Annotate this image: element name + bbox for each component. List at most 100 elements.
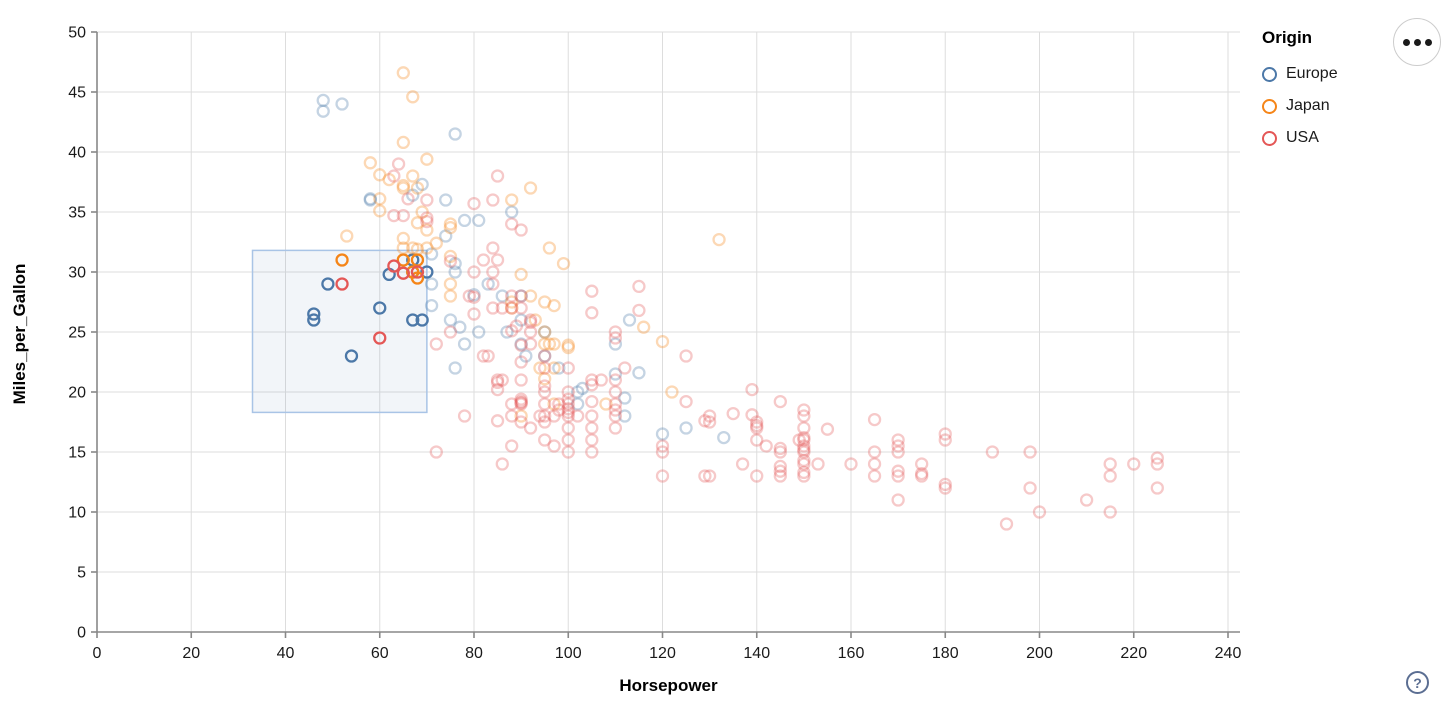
data-point-japan bbox=[410, 271, 425, 285]
data-point-europe bbox=[514, 337, 528, 351]
data-point-usa bbox=[523, 325, 538, 339]
data-point-usa bbox=[797, 469, 811, 483]
data-point-usa bbox=[773, 464, 787, 478]
data-point-europe bbox=[679, 421, 693, 435]
data-point-usa bbox=[514, 394, 528, 409]
data-point-japan bbox=[406, 241, 420, 255]
data-point-europe bbox=[363, 193, 377, 207]
data-point-japan bbox=[505, 301, 519, 315]
data-point-usa bbox=[561, 433, 575, 447]
data-point-usa bbox=[820, 422, 835, 436]
data-point-usa bbox=[538, 379, 552, 393]
data-point-usa bbox=[773, 459, 787, 474]
data-point-usa bbox=[867, 457, 882, 471]
data-point-usa bbox=[735, 457, 750, 471]
data-point-usa bbox=[561, 445, 575, 459]
data-point-usa bbox=[1023, 445, 1037, 459]
data-point-usa bbox=[867, 412, 882, 427]
data-point-usa bbox=[608, 385, 623, 399]
data-point-europe bbox=[632, 366, 646, 380]
data-point-japan bbox=[712, 232, 726, 247]
data-point-usa bbox=[509, 319, 524, 333]
data-point-usa bbox=[486, 277, 500, 291]
data-point-usa bbox=[505, 397, 519, 411]
data-point-usa bbox=[505, 409, 519, 423]
data-point-europe bbox=[571, 385, 585, 399]
data-point-usa bbox=[505, 217, 519, 231]
data-point-usa bbox=[811, 457, 825, 471]
legend-symbol-circle bbox=[1262, 130, 1277, 146]
data-point-japan bbox=[655, 334, 670, 349]
data-point-japan bbox=[538, 325, 552, 339]
brush-selection[interactable] bbox=[251, 249, 428, 414]
data-point-usa bbox=[608, 373, 623, 387]
data-point-europe bbox=[514, 289, 528, 303]
x-tick-label: 160 bbox=[838, 645, 865, 662]
data-point-japan bbox=[547, 337, 561, 351]
more-options-button[interactable] bbox=[1393, 18, 1441, 66]
data-point-usa bbox=[608, 397, 623, 411]
data-point-europe bbox=[448, 127, 462, 141]
data-point-japan bbox=[420, 152, 434, 166]
data-point-usa bbox=[514, 396, 528, 410]
data-point-usa bbox=[608, 421, 623, 435]
data-point-europe bbox=[424, 247, 439, 261]
data-point-japan bbox=[538, 295, 552, 309]
x-tick-label: 120 bbox=[649, 645, 676, 662]
data-point-europe bbox=[655, 427, 670, 441]
data-point-usa bbox=[844, 457, 858, 471]
data-point-japan bbox=[382, 172, 396, 187]
data-point-usa bbox=[585, 421, 599, 435]
y-axis-title: Miles_per_Gallon bbox=[10, 263, 29, 405]
data-point-usa bbox=[514, 338, 528, 352]
data-point-europe bbox=[457, 337, 472, 351]
data-point-japan bbox=[542, 337, 557, 351]
data-point-usa bbox=[561, 402, 575, 416]
data-point-usa bbox=[561, 392, 575, 406]
data-point-usa bbox=[467, 290, 481, 304]
help-button[interactable]: ? bbox=[1406, 671, 1429, 694]
x-tick-label: 20 bbox=[182, 645, 200, 662]
data-point-usa bbox=[420, 214, 434, 229]
data-point-europe bbox=[505, 205, 519, 219]
data-point-japan bbox=[335, 253, 349, 267]
data-point-usa bbox=[387, 208, 401, 223]
data-point-europe bbox=[608, 337, 623, 351]
legend-symbol-circle bbox=[1262, 66, 1277, 82]
data-point-europe bbox=[439, 193, 453, 207]
legend-symbol-circle bbox=[1262, 98, 1277, 114]
data-point-usa bbox=[938, 427, 952, 441]
data-point-usa bbox=[547, 439, 561, 453]
data-point-usa bbox=[396, 266, 410, 280]
data-point-usa bbox=[1023, 481, 1037, 495]
data-point-japan bbox=[373, 192, 387, 206]
data-point-usa bbox=[486, 193, 500, 207]
data-point-japan bbox=[556, 256, 571, 271]
data-point-usa bbox=[387, 169, 401, 183]
data-point-usa bbox=[505, 289, 519, 303]
data-point-usa bbox=[797, 465, 811, 480]
data-point-usa bbox=[457, 409, 472, 423]
data-point-usa bbox=[505, 301, 519, 315]
data-point-usa bbox=[608, 403, 623, 417]
x-axis-title: Horsepower bbox=[619, 676, 718, 695]
data-point-europe bbox=[575, 381, 590, 396]
data-point-japan bbox=[340, 229, 354, 243]
data-point-usa bbox=[750, 469, 764, 483]
legend-title: Origin bbox=[1262, 28, 1313, 47]
data-point-usa bbox=[514, 355, 528, 369]
data-point-japan bbox=[396, 241, 410, 255]
data-point-usa bbox=[792, 433, 806, 447]
data-point-europe bbox=[307, 313, 321, 327]
data-point-usa bbox=[514, 397, 528, 411]
data-point-usa bbox=[773, 441, 787, 456]
data-point-usa bbox=[585, 284, 599, 298]
legend-entry-label: Europe bbox=[1286, 65, 1338, 82]
data-point-europe bbox=[618, 409, 632, 423]
data-point-usa bbox=[679, 349, 693, 363]
data-point-usa bbox=[698, 469, 712, 483]
data-point-usa bbox=[1150, 451, 1164, 465]
data-point-japan bbox=[547, 298, 561, 313]
data-point-usa bbox=[476, 349, 491, 363]
data-point-usa bbox=[486, 301, 500, 315]
